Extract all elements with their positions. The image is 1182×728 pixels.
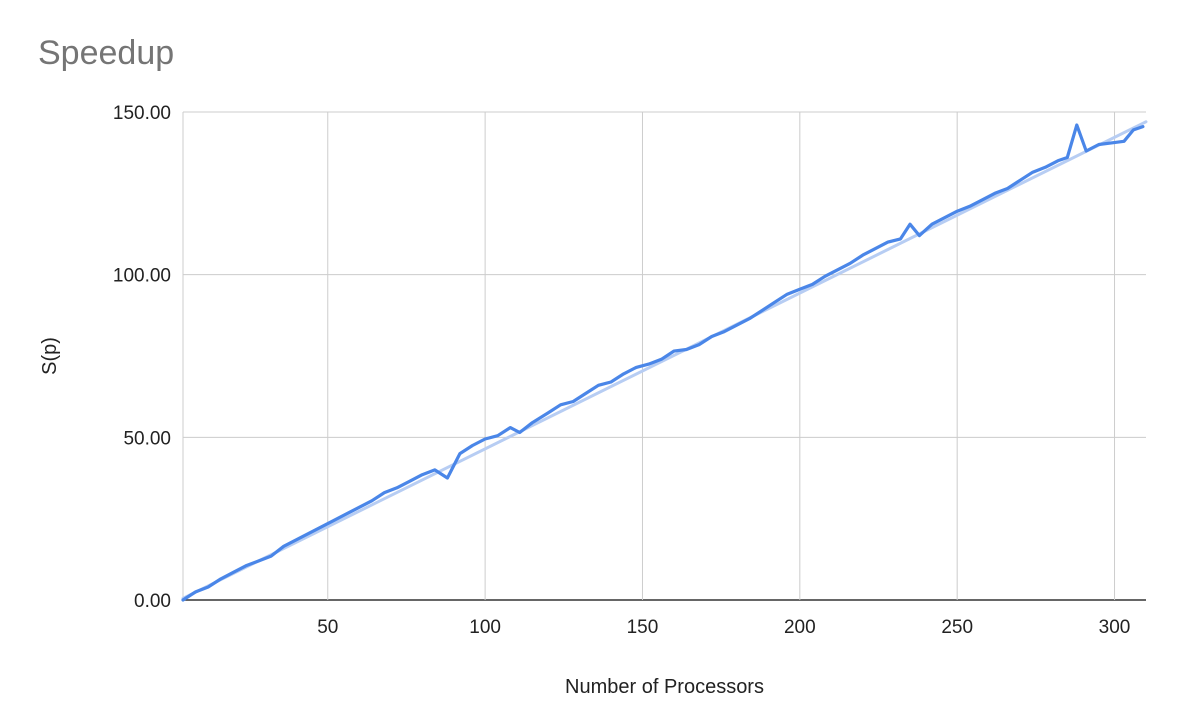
tick-layer: 0.00 50.00 100.00 150.00 50 100 150 200 250 300 [113, 103, 1131, 638]
series-layer [181, 123, 1145, 602]
x-axis-title: Number of Processors [565, 676, 764, 698]
trendline-layer [181, 120, 1148, 600]
grid-layer [182, 111, 1146, 601]
y-axis-title: S(p) [39, 337, 61, 375]
x-tick-label: 150 [627, 617, 659, 638]
x-tick-label: 50 [317, 617, 338, 638]
y-tick-label: 100.00 [113, 266, 171, 287]
y-tick-label: 150.00 [113, 103, 171, 124]
x-tick-label: 100 [469, 617, 501, 638]
x-tick-label: 250 [941, 617, 973, 638]
chart-title: Speedup [38, 34, 175, 72]
y-tick-label: 50.00 [123, 428, 171, 449]
y-tick-label: 0.00 [134, 591, 171, 612]
x-tick-label: 200 [784, 617, 816, 638]
x-tick-label: 300 [1099, 617, 1131, 638]
series-line [181, 123, 1145, 602]
trendline [181, 120, 1148, 600]
